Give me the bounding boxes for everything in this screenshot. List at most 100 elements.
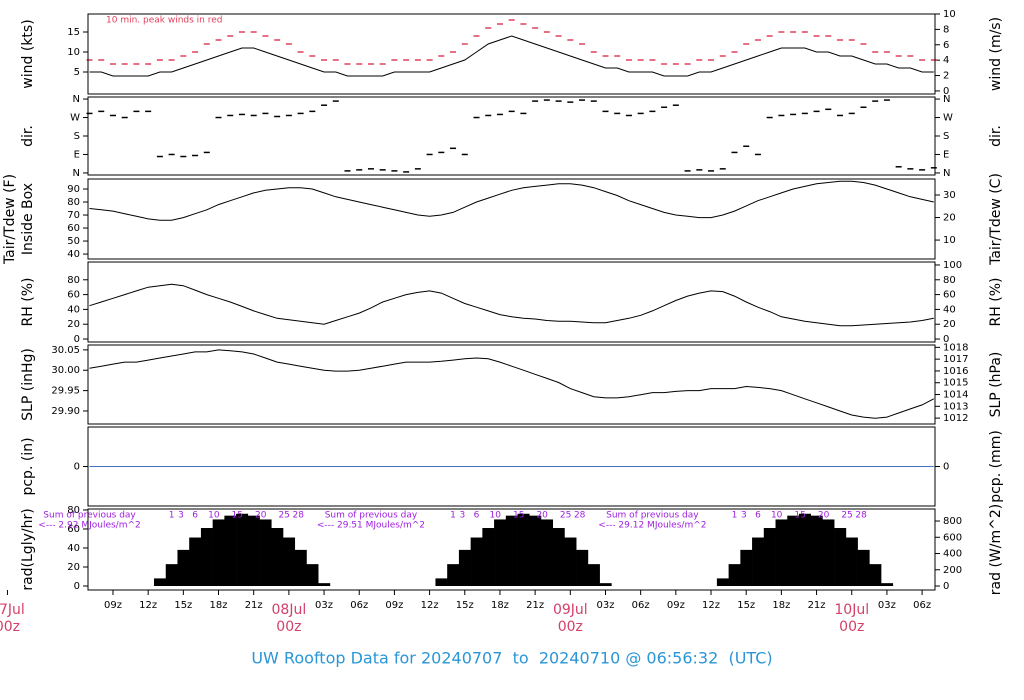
bar [540,519,554,587]
bar [728,564,741,587]
y-axis-label: pcp. (in) [20,437,36,495]
note-text: <--- 2.92 MJoules/m^2 [38,521,140,531]
y-tick-label: 60 [67,290,80,301]
x-tick-label: 18z [210,600,228,611]
bar [200,528,213,587]
y2-tick-label: E [943,149,949,160]
y2-axis-label: Tair/Tdew (C) [988,173,1004,266]
y2-tick-label: 10 [943,235,956,246]
date-label: 09Jul [553,602,588,618]
annotation: 10 min. peak winds in red [106,16,223,26]
y-tick-label: 29.95 [51,386,80,397]
y2-tick-label: 20 [943,213,956,224]
series-line [89,349,935,419]
x-tick-label: 15z [174,600,192,611]
y2-axis-label: rad (W/m^2) [988,504,1004,595]
panel-frame [87,344,936,425]
x-tick-label: 18z [491,600,509,611]
panel-frame [87,13,936,95]
y-tick-label: 60 [67,223,80,234]
panel-frame [87,178,936,260]
hour-mark: 3 [460,511,466,521]
y2-tick-label: 800 [943,516,962,527]
y-tick-label: 70 [67,210,80,221]
y2-tick-label: 10 [943,9,956,20]
bar [259,519,272,587]
bar [822,519,835,587]
bar [212,519,225,587]
panel-frame [87,96,936,176]
y-tick-label: 20 [67,562,80,573]
series-line [89,283,934,327]
y-axis-label: RH (%) [20,278,36,327]
bar [482,528,495,587]
date-time-label: 00z [839,619,864,635]
y-tick-label: N [73,94,80,105]
bar [306,564,319,587]
x-tick-label: 21z [245,600,263,611]
hour-mark: 28 [855,511,867,521]
hour-mark: 3 [178,511,184,521]
hour-mark: 10 [208,511,220,521]
y2-tick-label: 4 [943,55,949,66]
hour-mark: 15 [232,511,243,521]
hour-mark: 10 [771,511,783,521]
note-title: Sum of previous day [43,511,136,521]
x-tick-label: 09z [385,600,403,611]
x-tick-label: 06z [913,600,931,611]
date-label: 08Jul [272,602,307,618]
y2-tick-label: N [943,168,950,179]
date-label: 07Jul [0,602,25,618]
y2-axis-label: dir. [988,125,1004,147]
y2-tick-label: N [943,94,950,105]
y2-axis-label: SLP (hPa) [988,352,1004,418]
y2-axis-label: pcp. (mm) [988,430,1004,503]
bar [576,549,589,587]
y-tick-label: E [74,149,80,160]
bar [224,515,237,587]
y2-tick-label: 8 [943,24,949,35]
y2-tick-label: 1014 [943,390,968,401]
bar [810,515,823,587]
bar [787,515,800,587]
y2-tick-label: 400 [943,549,962,560]
date-time-label: 00z [0,619,20,635]
y-tick-label: 10 [67,47,80,58]
hour-mark: 6 [755,511,761,521]
bar [845,537,858,587]
note-title: Sum of previous day [325,511,418,521]
y-tick-label: 15 [67,27,80,38]
y2-tick-label: 1013 [943,401,968,412]
bar [177,549,190,587]
y2-tick-label: 80 [943,275,956,286]
y-tick-label: 80 [67,505,80,516]
bar [798,513,811,587]
x-tick-label: 03z [878,600,896,611]
panel-frame [87,261,936,343]
y2-tick-label: 1017 [943,354,968,365]
bar [283,537,296,587]
bar [716,578,729,587]
y2-axis-label: wind (m/s) [988,17,1004,91]
note-title: Sum of previous day [606,511,699,521]
bar [494,519,507,587]
x-tick-label: 12z [702,600,720,611]
bar [529,515,542,587]
x-tick-label: 06z [350,600,368,611]
hour-mark: 28 [293,511,305,521]
y2-tick-label: 1018 [943,342,968,353]
y-tick-label: 5 [74,67,80,78]
hour-mark: 15 [513,511,524,521]
x-tick-label: 03z [596,600,614,611]
y-tick-label: 80 [67,275,80,286]
panel-frame [87,508,936,591]
y-tick-label: 90 [67,184,80,195]
y2-tick-label: 0 [943,462,949,473]
bar [834,528,847,587]
bar [552,528,565,587]
x-tick-label: 18z [772,600,790,611]
bar [447,564,460,587]
bar [236,513,249,587]
y2-tick-label: 0 [943,86,949,97]
bar [154,578,167,587]
